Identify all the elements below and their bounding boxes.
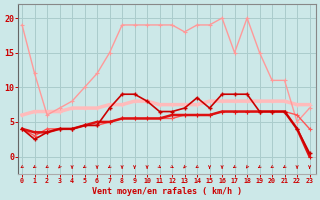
X-axis label: Vent moyen/en rafales ( km/h ): Vent moyen/en rafales ( km/h ) — [92, 187, 242, 196]
